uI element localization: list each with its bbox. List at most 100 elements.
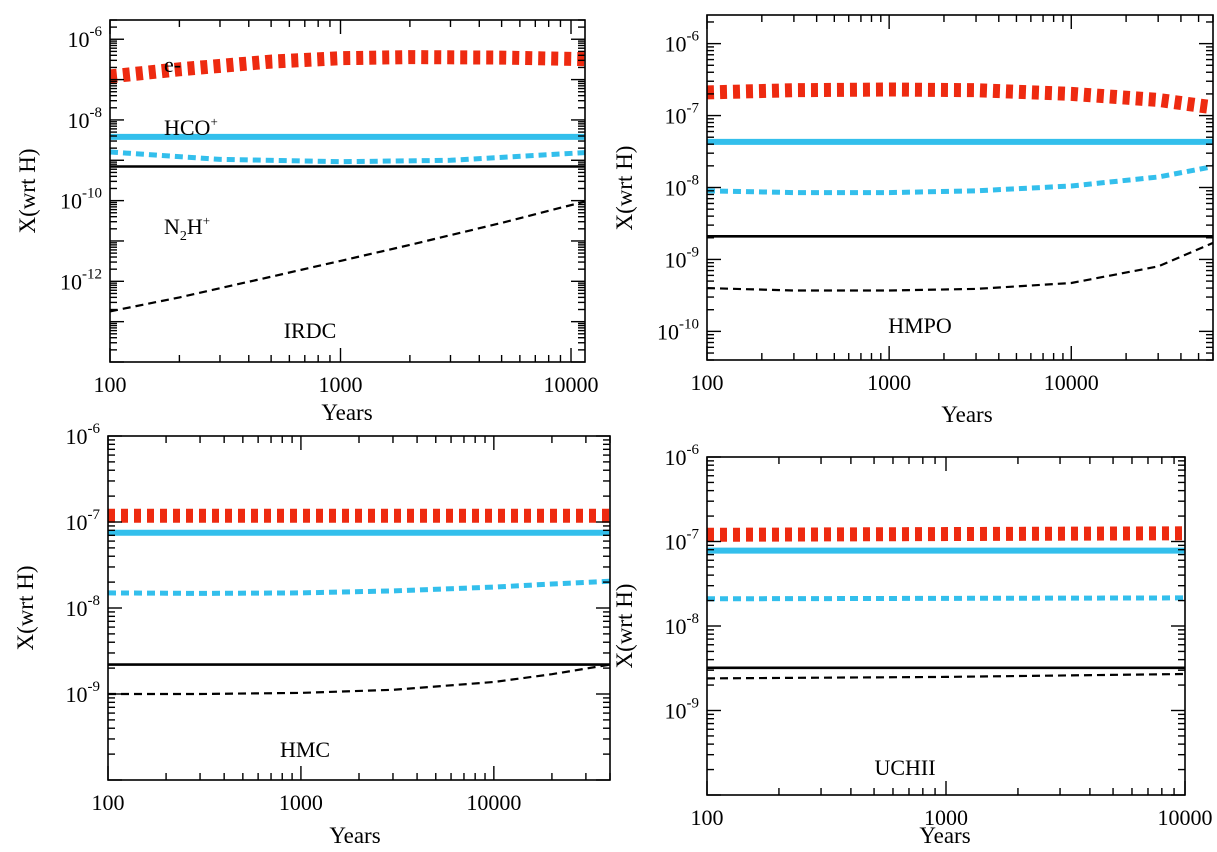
series-line-n2h_dashed (108, 663, 610, 696)
y-tick-exponent: -9 (687, 244, 700, 260)
plot-frame (706, 14, 1214, 361)
series-line-hco_dashed (707, 595, 1185, 602)
y-tick-base: 10 (665, 104, 687, 129)
y-tick-exponent: -10 (82, 186, 102, 202)
y-tick-base: 10 (60, 269, 82, 294)
y-tick-exponent: -12 (82, 266, 102, 282)
y-tick-base: 10 (60, 189, 82, 214)
y-tick-label: 10-7 (665, 101, 700, 129)
x-axis-label: Years (919, 823, 970, 848)
series-line-e_dashed (707, 82, 1213, 115)
x-tick-label: 1000 (279, 790, 323, 815)
y-tick-exponent: -7 (88, 507, 101, 523)
species-name: H (187, 214, 203, 239)
species-superscript: + (203, 213, 210, 228)
y-tick-base: 10 (657, 319, 679, 344)
y-tick-exponent: -7 (687, 101, 700, 117)
y-tick-exponent: -9 (687, 696, 700, 712)
y-tick-label: 10-10 (60, 186, 102, 214)
y-tick-exponent: -6 (90, 24, 103, 40)
y-tick-exponent: -6 (687, 442, 700, 458)
x-tick-label: 100 (92, 790, 125, 815)
y-tick-exponent: -8 (88, 593, 101, 609)
y-tick-label: 10-12 (60, 266, 102, 294)
y-tick-label: 10-6 (665, 29, 700, 57)
y-tick-base: 10 (68, 108, 90, 133)
y-tick-base: 10 (665, 699, 687, 724)
y-tick-exponent: -9 (88, 679, 101, 695)
y-tick-base: 10 (68, 27, 90, 52)
y-tick-label: 10-8 (66, 593, 101, 621)
panel-top-left: 100 1000 1000010-1210-1010-810-6YearsX(wrt… (15, 19, 599, 425)
panel-annotation: IRDC (284, 318, 337, 343)
y-tick-base: 10 (665, 614, 687, 639)
y-axis-label: X(wrt H) (13, 566, 38, 651)
species-label: e- (164, 52, 181, 77)
y-tick-label: 10-6 (66, 421, 101, 449)
y-tick-exponent: -7 (687, 527, 700, 543)
panel-top-right: 100 1000 1000010-1010-910-810-710-6YearsX(… (612, 14, 1214, 427)
x-tick-label: 10000 (1044, 370, 1099, 395)
x-tick-label: 100 (691, 370, 724, 395)
species-label: N2H+ (164, 213, 210, 244)
x-tick-label: 1000 (319, 372, 363, 397)
y-axis-label: X(wrt H) (612, 146, 637, 231)
x-axis-label: Years (941, 402, 992, 427)
series-line-n2h_dashed (110, 200, 585, 313)
y-tick-exponent: -8 (687, 173, 700, 189)
y-tick-label: 10-8 (665, 611, 700, 639)
series-line-hco_dashed (108, 578, 610, 596)
species-name: HCO (164, 115, 210, 140)
x-tick-label: 10000 (544, 372, 599, 397)
y-tick-base: 10 (665, 530, 687, 555)
y-tick-base: 10 (665, 445, 687, 470)
x-tick-label: 100 (691, 805, 724, 830)
species-name: e- (164, 52, 181, 77)
y-tick-label: 10-7 (66, 507, 101, 535)
species-label: HCO+ (164, 114, 218, 140)
x-tick-label: 10000 (1158, 805, 1213, 830)
y-tick-base: 10 (66, 510, 88, 535)
x-axis-label: Years (329, 823, 380, 848)
y-tick-base: 10 (665, 32, 687, 57)
y-tick-base: 10 (66, 682, 88, 707)
panel-annotation: UCHII (874, 755, 935, 780)
y-tick-exponent: -8 (90, 105, 103, 121)
panel-annotation: HMC (280, 737, 330, 762)
x-tick-label: 1000 (924, 805, 968, 830)
y-tick-label: 10-6 (665, 442, 700, 470)
y-tick-label: 10-8 (665, 173, 700, 201)
y-tick-exponent: -6 (88, 421, 101, 437)
y-axis-label: X(wrt H) (612, 584, 637, 669)
y-tick-label: 10-6 (68, 24, 103, 52)
y-axis-label: X(wrt H) (15, 149, 40, 234)
species-name: N (164, 214, 180, 239)
y-tick-base: 10 (66, 424, 88, 449)
x-tick-label: 1000 (867, 370, 911, 395)
y-tick-exponent: -8 (687, 611, 700, 627)
panel-annotation: HMPO (888, 313, 952, 338)
plot-frame (107, 435, 611, 781)
series-line-e_dashed (110, 50, 585, 84)
y-tick-label: 10-9 (66, 679, 101, 707)
species-superscript: + (210, 114, 217, 129)
y-tick-label: 10-8 (68, 105, 103, 133)
series-line-n2h_dashed (707, 672, 1185, 680)
plot-frame (109, 19, 586, 363)
series-line-e_dashed (707, 526, 1185, 542)
y-tick-label: 10-7 (665, 527, 700, 555)
series-line-hco_dashed (110, 149, 585, 165)
y-tick-label: 10-9 (665, 244, 700, 272)
x-tick-label: 100 (94, 372, 127, 397)
y-tick-exponent: -6 (687, 29, 700, 45)
series-line-hco_dashed (707, 164, 1213, 196)
y-tick-exponent: -10 (679, 316, 699, 332)
y-tick-base: 10 (665, 176, 687, 201)
species-subscript: 2 (180, 229, 187, 244)
y-tick-label: 10-9 (665, 696, 700, 724)
y-tick-label: 10-10 (657, 316, 699, 344)
x-tick-label: 10000 (466, 790, 521, 815)
